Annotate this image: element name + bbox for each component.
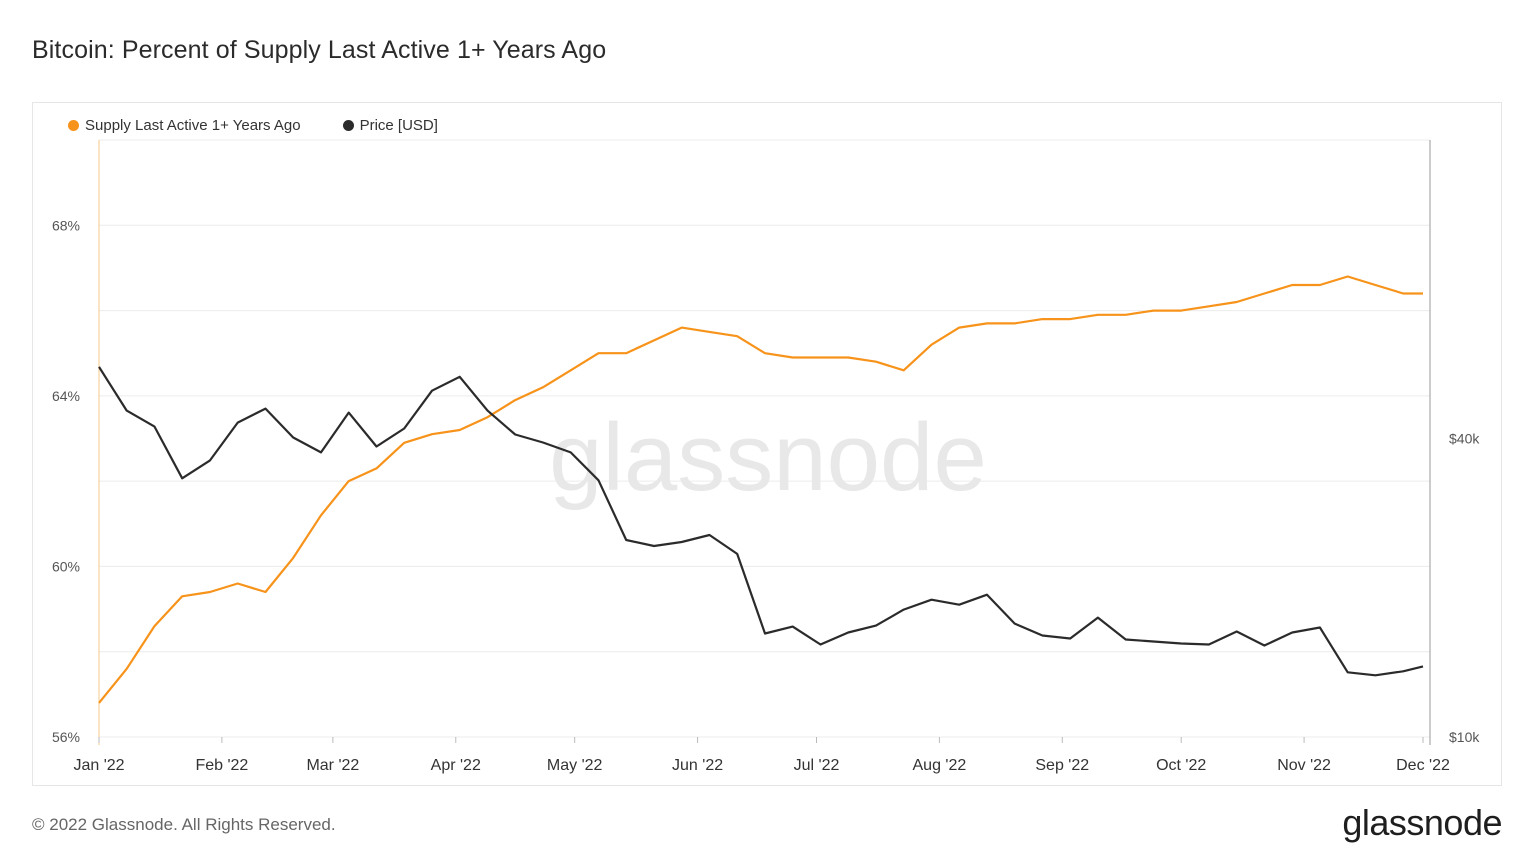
axis-layer: 56% 60% 64% 68% $10k $40k Jan '22 Feb '22 Mar '2…: [52, 140, 1480, 774]
grid-layer: [99, 139, 1430, 738]
x-tick-label: Nov '22: [1277, 757, 1331, 774]
y-left-tick-label: 60%: [52, 558, 80, 574]
y-right-tick-label: $40k: [1449, 431, 1480, 447]
series-line-supply: [98, 275, 1423, 704]
watermark: glassnode: [549, 404, 987, 511]
page-title: Bitcoin: Percent of Supply Last Active 1…: [32, 36, 607, 64]
x-tick-label: Sep '22: [1035, 757, 1089, 774]
x-tick-label: Mar '22: [306, 757, 359, 774]
x-tick-label: Feb '22: [195, 757, 248, 774]
x-tick-label: Dec '22: [1396, 757, 1450, 774]
legend-label-supply: Supply Last Active 1+ Years Ago: [85, 117, 301, 134]
footer-copyright: © 2022 Glassnode. All Rights Reserved.: [32, 815, 336, 834]
glassnode-logo: glassnode: [1342, 802, 1502, 843]
chart-frame: [32, 102, 1502, 786]
chart-legend: Supply Last Active 1+ Years Ago Price [U…: [68, 117, 438, 134]
legend-item-supply[interactable]: Supply Last Active 1+ Years Ago: [68, 117, 301, 134]
legend-dot-supply: [68, 120, 79, 131]
y-right-tick-label: $10k: [1449, 729, 1480, 745]
series-line-price: [98, 366, 1424, 677]
series-layer: [98, 275, 1424, 704]
legend-dot-price: [342, 120, 354, 131]
y-left-tick-label: 64%: [52, 388, 80, 404]
legend-label-price: Price [USD]: [359, 117, 438, 134]
x-tick-label: Jun '22: [672, 757, 723, 774]
y-left-tick-label: 56%: [52, 729, 80, 745]
y-left-tick-label: 68%: [52, 217, 80, 233]
x-tick-label: Jan '22: [73, 757, 124, 774]
legend-item-price[interactable]: Price [USD]: [342, 117, 438, 134]
x-tick-label: Apr '22: [431, 757, 481, 774]
x-tick-label: Oct '22: [1156, 757, 1206, 774]
x-tick-label: May '22: [547, 757, 603, 774]
x-tick-label: Jul '22: [794, 757, 840, 774]
x-tick-label: Aug '22: [913, 757, 967, 774]
